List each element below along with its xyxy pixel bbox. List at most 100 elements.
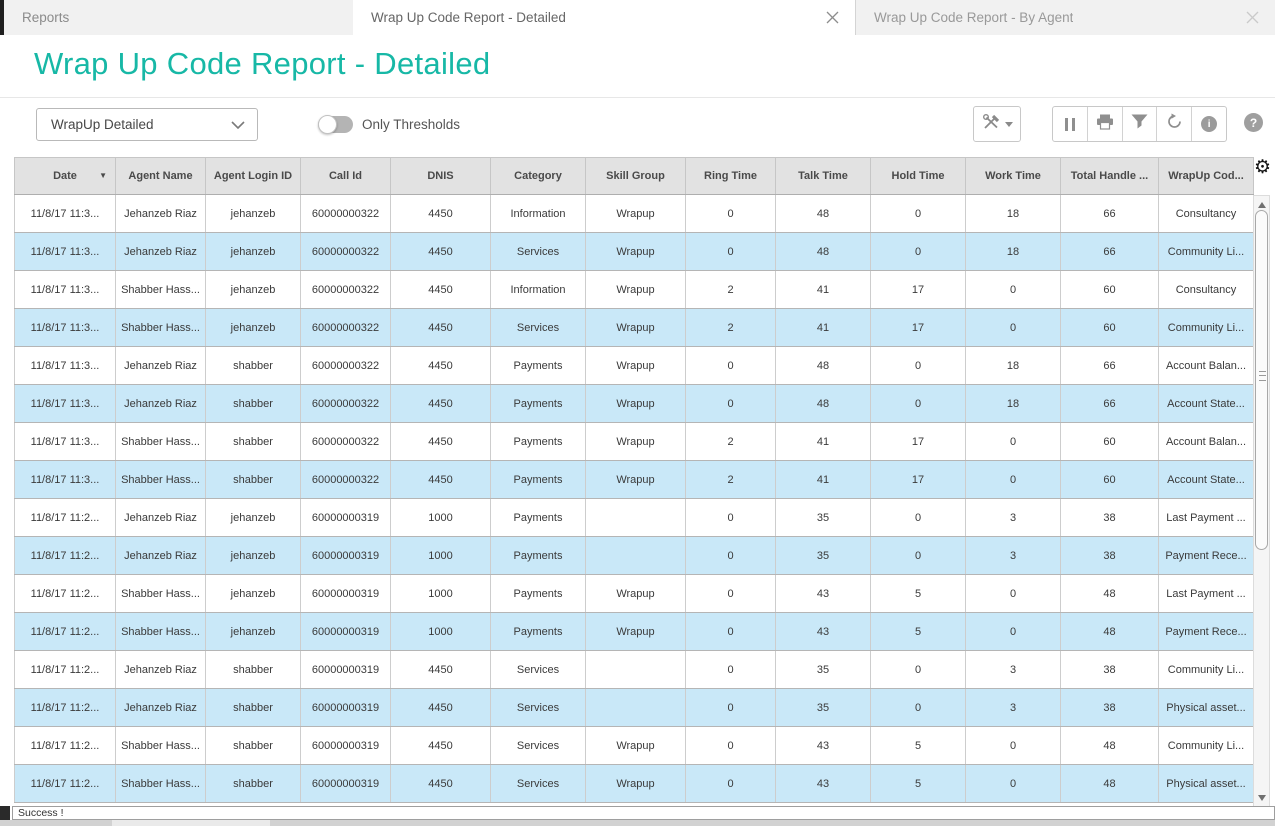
table-cell: Services [490,688,586,727]
info-button[interactable]: i [1191,107,1226,141]
column-header[interactable]: Ring Time [685,157,776,195]
table-row[interactable]: 11/8/17 11:3... Shabber Hass... shabber 600… [14,422,1254,461]
table-cell: 4450 [390,194,491,233]
table-row[interactable]: 11/8/17 11:2... Jehanzeb Riaz jehanzeb 6000… [14,498,1254,537]
report-tools-button[interactable] [973,106,1021,142]
table-cell: 0 [870,346,966,385]
column-header[interactable]: Talk Time [775,157,871,195]
scrollbar-thumb[interactable] [1255,210,1268,550]
table-cell: 60 [1060,270,1159,309]
horizontal-scrollbar[interactable] [0,820,1275,826]
print-button[interactable] [1086,107,1122,141]
tab-reports[interactable]: Reports [4,0,353,35]
help-button[interactable]: ? [1244,113,1263,132]
table-row[interactable]: 11/8/17 11:3... Jehanzeb Riaz jehanzeb 6000… [14,232,1254,271]
table-row[interactable]: 11/8/17 11:2... Shabber Hass... jehanzeb 60… [14,574,1254,613]
table-cell: jehanzeb [205,232,301,271]
column-header[interactable]: WrapUp Cod... [1158,157,1254,195]
table-cell: 11/8/17 11:3... [14,232,116,271]
table-row[interactable]: 11/8/17 11:2... Jehanzeb Riaz shabber 60000… [14,650,1254,689]
table-cell: 38 [1060,650,1159,689]
column-header[interactable]: Call Id [300,157,391,195]
only-thresholds-toggle[interactable] [318,115,353,134]
table-cell: Consultancy [1158,194,1254,233]
table-cell: 4450 [390,232,491,271]
column-header[interactable]: DNIS [390,157,491,195]
table-row[interactable]: 11/8/17 11:2... Shabber Hass... shabber 600… [14,764,1254,803]
table-cell: 0 [965,270,1061,309]
table-cell: 41 [775,460,871,499]
tab-bar: Reports Wrap Up Code Report - Detailed W… [0,0,1275,35]
table-cell: 2 [685,270,776,309]
filter-button[interactable] [1121,107,1157,141]
table-cell: 60000000319 [300,574,391,613]
table-cell: Jehanzeb Riaz [115,536,206,575]
pause-button[interactable] [1053,107,1087,141]
table-row[interactable]: 11/8/17 11:3... Jehanzeb Riaz jehanzeb 6000… [14,194,1254,233]
table-row[interactable]: 11/8/17 11:2... Shabber Hass... shabber 600… [14,726,1254,765]
table-cell: 4450 [390,764,491,803]
table-cell: 60 [1060,308,1159,347]
table-cell: Shabber Hass... [115,308,206,347]
table-cell: 11/8/17 11:3... [14,308,116,347]
table-cell: 11/8/17 11:3... [14,422,116,461]
table-cell: 4450 [390,650,491,689]
column-header[interactable]: Date ▼ [14,157,116,195]
table-row[interactable]: 11/8/17 11:3... Jehanzeb Riaz shabber 60000… [14,384,1254,423]
tab-wrapup-by-agent[interactable]: Wrap Up Code Report - By Agent [855,0,1275,35]
table-cell: shabber [205,346,301,385]
table-cell: 60000000322 [300,270,391,309]
column-header[interactable]: Total Handle ... [1060,157,1159,195]
table-cell: shabber [205,650,301,689]
table-cell: 38 [1060,536,1159,575]
table-row[interactable]: 11/8/17 11:3... Jehanzeb Riaz shabber 60000… [14,346,1254,385]
table-row[interactable]: 11/8/17 11:3... Shabber Hass... jehanzeb 60… [14,270,1254,309]
column-header[interactable]: Agent Name [115,157,206,195]
table-cell: 0 [965,612,1061,651]
table-row[interactable]: 11/8/17 11:2... Jehanzeb Riaz jehanzeb 6000… [14,536,1254,575]
table-cell: Shabber Hass... [115,460,206,499]
divider [0,97,1275,98]
close-icon[interactable] [826,11,839,24]
refresh-button[interactable] [1156,107,1191,141]
column-header[interactable]: Hold Time [870,157,966,195]
table-row[interactable]: 11/8/17 11:2... Shabber Hass... jehanzeb 60… [14,612,1254,651]
table-cell: Payments [490,460,586,499]
column-header[interactable]: Category [490,157,586,195]
table-cell: Jehanzeb Riaz [115,232,206,271]
table-row[interactable]: 11/8/17 11:3... Shabber Hass... shabber 600… [14,460,1254,499]
table-cell [585,536,686,575]
table-cell: 60000000319 [300,536,391,575]
tab-wrapup-detailed[interactable]: Wrap Up Code Report - Detailed [353,0,855,35]
report-grid: Date ▼ Agent Name Agent Login ID Call Id DNIS… [14,157,1271,807]
close-icon[interactable] [1246,11,1259,24]
sort-desc-icon[interactable]: ▼ [99,171,107,180]
table-cell: 43 [775,726,871,765]
table-cell: jehanzeb [205,308,301,347]
table-row[interactable]: 11/8/17 11:2... Jehanzeb Riaz shabber 60000… [14,688,1254,727]
table-cell: 11/8/17 11:2... [14,574,116,613]
scroll-down-arrow[interactable] [1254,790,1269,805]
table-cell: 60 [1060,460,1159,499]
table-cell: Wrapup [585,574,686,613]
table-cell: 3 [965,498,1061,537]
table-row[interactable]: 11/8/17 11:3... Shabber Hass... jehanzeb 60… [14,308,1254,347]
horizontal-scrollbar-thumb[interactable] [112,820,270,826]
report-view-select[interactable]: WrapUp Detailed [36,108,258,141]
column-header[interactable]: Skill Group [585,157,686,195]
table-cell [585,650,686,689]
table-cell: 11/8/17 11:2... [14,650,116,689]
table-cell: 60000000319 [300,764,391,803]
column-header[interactable]: Work Time [965,157,1061,195]
table-cell: 0 [870,384,966,423]
table-cell: 0 [685,536,776,575]
table-cell: Payments [490,498,586,537]
grid-settings-gear-icon[interactable]: ⚙ [1254,157,1271,178]
scroll-up-arrow[interactable] [1254,197,1269,212]
table-cell: 48 [775,346,871,385]
table-cell: Payments [490,536,586,575]
vertical-scrollbar[interactable] [1253,195,1270,807]
table-cell: 0 [965,308,1061,347]
column-header[interactable]: Agent Login ID [205,157,301,195]
table-cell: 4450 [390,308,491,347]
